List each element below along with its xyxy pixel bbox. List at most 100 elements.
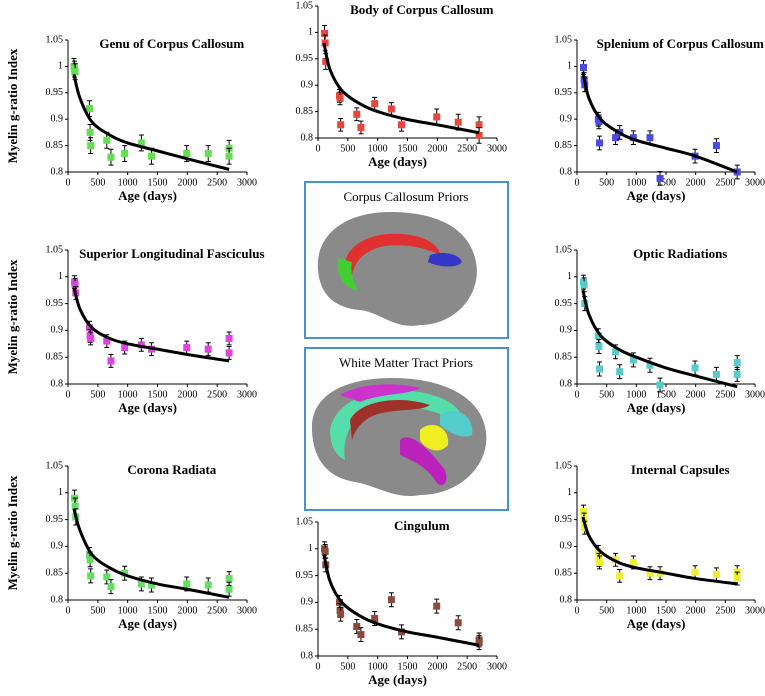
data-point: [616, 368, 624, 376]
y-tick-label: 0.95: [555, 87, 573, 98]
data-point: [137, 580, 145, 588]
chart-title: Genu of Corpus Callosum: [99, 36, 244, 51]
x-tick-label: 1500: [656, 177, 676, 188]
brain-render: [317, 212, 477, 326]
data-point: [148, 581, 156, 589]
x-axis-label: Age (days): [368, 672, 427, 687]
y-tick-label: 1: [308, 27, 313, 38]
x-axis-label: Age (days): [627, 188, 686, 203]
data-point: [580, 63, 588, 71]
x-tick-label: 0: [66, 605, 71, 616]
y-tick-label: 0.8: [51, 378, 64, 389]
y-tick-label: 0.85: [296, 623, 314, 634]
x-tick-label: 3000: [745, 605, 765, 616]
data-point: [398, 121, 406, 129]
x-axis-label: Age (days): [118, 400, 177, 415]
data-point: [322, 57, 330, 65]
data-point: [629, 558, 637, 566]
data-point: [71, 281, 79, 289]
x-tick-label: 1000: [118, 177, 138, 188]
x-tick-label: 0: [316, 661, 321, 672]
y-tick-label: 0.8: [560, 378, 573, 389]
x-tick-label: 500: [599, 177, 614, 188]
y-tick-label: 1: [58, 61, 63, 72]
data-point: [596, 139, 604, 147]
data-point: [616, 572, 624, 580]
panel: 0.8 0.85 0.9 0.95 1 1.05 0 500 1000 1500 2000 2500 3…: [296, 516, 508, 687]
y-tick-label: 0.95: [46, 514, 64, 525]
x-tick-label: 2000: [177, 605, 197, 616]
y-tick-label: 1.05: [296, 516, 314, 527]
fit-curve: [322, 553, 480, 647]
data-point: [646, 134, 654, 142]
fit-curve: [72, 73, 230, 171]
x-tick-label: 2500: [207, 605, 227, 616]
data-point: [580, 508, 588, 516]
data-point: [121, 344, 129, 352]
x-tick-label: 0: [575, 605, 580, 616]
data-point: [475, 131, 483, 139]
x-tick-label: 500: [340, 661, 355, 672]
x-tick-label: 2000: [686, 177, 706, 188]
tract-render: [420, 425, 449, 451]
x-tick-label: 2500: [457, 661, 477, 672]
data-point: [357, 631, 365, 639]
data-point: [733, 575, 741, 583]
data-point: [87, 142, 95, 150]
y-tick-label: 1: [308, 543, 313, 554]
x-axis-label: Age (days): [368, 154, 427, 169]
data-point: [371, 100, 379, 108]
fit-curve: [581, 289, 738, 389]
data-point: [337, 121, 345, 129]
image-caption: White Matter Tract Priors: [339, 355, 473, 370]
data-point: [204, 150, 212, 158]
data-point: [580, 281, 588, 289]
data-point: [595, 342, 603, 350]
y-tick-label: 1: [567, 61, 572, 72]
y-tick-label: 0.85: [555, 140, 573, 151]
data-point: [353, 623, 361, 631]
x-tick-label: 2500: [715, 389, 735, 400]
y-axis-label: Myelin g-ratio Index: [5, 475, 20, 590]
data-point: [86, 128, 94, 136]
panel: 0.8 0.85 0.9 0.95 1 1.05 0 500 1000 1500 2000 2500 3…: [5, 34, 257, 203]
data-point: [357, 123, 365, 131]
x-tick-label: 0: [575, 389, 580, 400]
data-point: [225, 334, 233, 342]
image-caption: Corpus Callosum Priors: [344, 189, 469, 204]
y-tick-label: 0.95: [46, 87, 64, 98]
data-point: [225, 349, 233, 357]
panel: 0.8 0.85 0.9 0.95 1 1.05 0 500 1000 1500 2000 2500 3…: [555, 34, 765, 203]
data-point: [595, 118, 603, 126]
y-tick-label: 0.85: [46, 567, 64, 578]
x-tick-label: 1000: [368, 661, 388, 672]
data-point: [321, 29, 329, 37]
x-tick-label: 2000: [686, 389, 706, 400]
x-tick-label: 3000: [745, 177, 765, 188]
data-point: [691, 364, 699, 372]
y-tick-label: 1: [567, 487, 572, 498]
data-point: [646, 361, 654, 369]
y-tick-label: 0.8: [301, 650, 314, 661]
y-tick-label: 1.05: [555, 244, 573, 255]
y-tick-label: 1: [58, 271, 63, 282]
y-tick-label: 0.85: [46, 351, 64, 362]
tract-render: [400, 437, 447, 486]
data-point: [335, 598, 343, 606]
panel: 0.8 0.85 0.9 0.95 1 1.05 0 500 1000 1500 2000 2500 3…: [555, 244, 765, 415]
x-axis-label: Age (days): [118, 616, 177, 631]
x-axis-label: Age (days): [627, 400, 686, 415]
data-point: [103, 573, 111, 581]
data-point: [475, 639, 483, 647]
y-tick-label: 0.9: [301, 597, 314, 608]
y-tick-label: 0.9: [560, 113, 573, 124]
x-tick-label: 1000: [626, 605, 646, 616]
x-tick-label: 2000: [427, 661, 447, 672]
x-tick-label: 1000: [626, 389, 646, 400]
x-tick-label: 2000: [427, 143, 447, 154]
chart-title: Splenium of Corpus Callosum: [597, 36, 764, 51]
y-tick-label: 1: [58, 487, 63, 498]
data-point: [85, 324, 93, 332]
data-point: [107, 583, 115, 591]
